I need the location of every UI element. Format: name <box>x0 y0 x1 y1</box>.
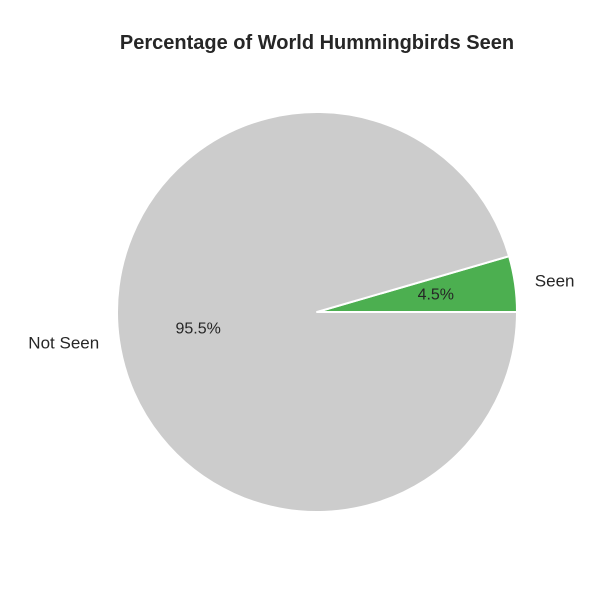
pie-category-label-not-seen: Not Seen <box>28 333 99 352</box>
pie-slice-not-seen <box>116 111 518 513</box>
pie-value-label-not-seen: 95.5% <box>176 320 221 337</box>
chart-title: Percentage of World Hummingbirds Seen <box>119 32 515 54</box>
pie-value-label-seen: 4.5% <box>418 287 454 304</box>
pie-category-label-seen: Seen <box>535 272 575 291</box>
